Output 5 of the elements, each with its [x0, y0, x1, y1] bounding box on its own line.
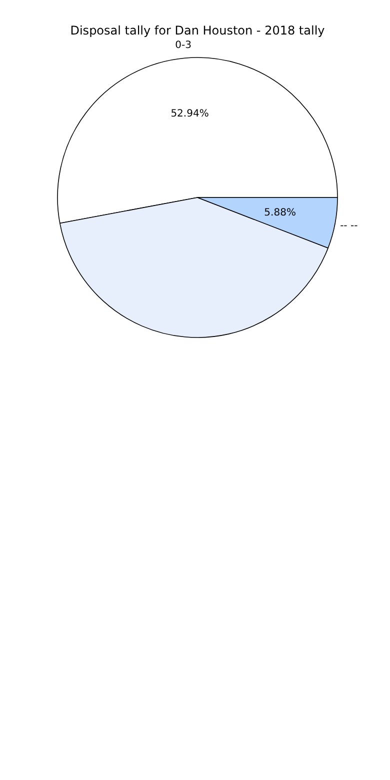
slice-label: 0-3: [175, 40, 192, 52]
data-label: 52.94%: [170, 108, 209, 120]
data-label: 5.88%: [264, 207, 296, 218]
slice-label: -- --: [340, 220, 358, 232]
chart-title: Disposal tally for Dan Houston - 2018 tally: [70, 24, 325, 38]
